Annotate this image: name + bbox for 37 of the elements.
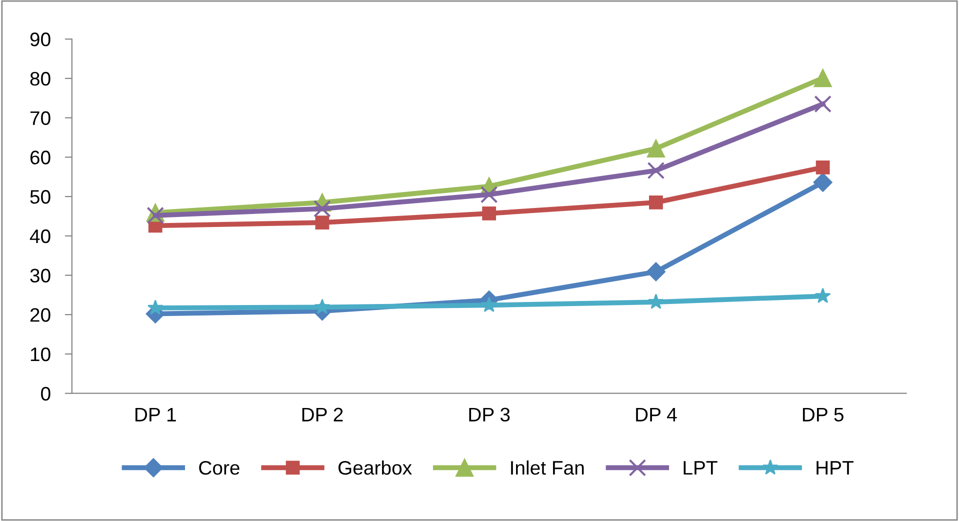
point: [480, 186, 498, 204]
legend-label: HPT: [816, 461, 854, 475]
legend-label: Inlet Fan: [511, 460, 584, 475]
point: [813, 172, 832, 192]
point: [314, 200, 331, 218]
y-tick-label: 10: [30, 347, 50, 362]
y-tick-label: 40: [30, 229, 50, 244]
point: [648, 294, 664, 309]
point: [315, 216, 330, 230]
point: [647, 162, 665, 180]
y-tick-label: 70: [30, 111, 50, 126]
point: [814, 69, 832, 88]
point: [814, 288, 831, 303]
x-tick-label: DP 3: [469, 408, 510, 422]
x-tick-label: DP 1: [136, 408, 176, 422]
y-tick-label: 90: [30, 32, 50, 46]
point: [482, 206, 496, 220]
legend-label: Core: [199, 460, 240, 475]
point: [147, 300, 164, 315]
point: [816, 160, 830, 174]
point: [646, 262, 666, 282]
x-tick-label: DP 2: [302, 408, 343, 422]
point: [814, 95, 832, 113]
x-tick-label: DP 5: [802, 408, 844, 422]
legend-label: Gearbox: [338, 460, 412, 475]
point: [314, 298, 330, 314]
y-tick-label: 0: [41, 386, 50, 401]
point: [146, 206, 164, 224]
point: [646, 139, 665, 158]
point: [649, 195, 663, 210]
y-tick-label: 50: [30, 190, 50, 204]
y-tick-label: 80: [30, 72, 50, 86]
y-tick-label: 30: [30, 268, 50, 282]
y-tick-label: 60: [30, 150, 50, 164]
y-tick-label: 20: [30, 308, 50, 322]
legend-label: LPT: [684, 461, 718, 475]
x-tick-label: DP 4: [636, 408, 677, 422]
